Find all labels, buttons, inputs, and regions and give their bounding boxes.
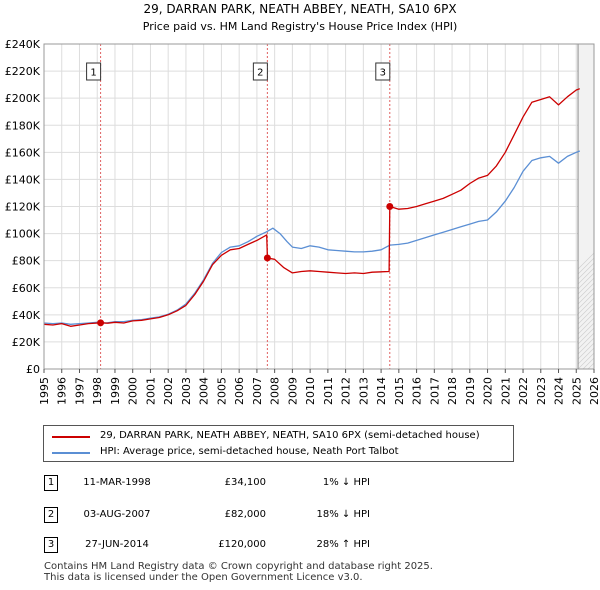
x-tick-label: 2013 [357,377,370,405]
y-tick-label: £220K [5,65,41,78]
x-tick-label: 2004 [198,377,211,405]
x-tick-label: 2009 [286,377,299,405]
future-hatch [578,307,595,325]
future-hatch [578,312,595,330]
transaction-hpi: 18% ↓ HPI [316,509,370,520]
legend-label-property: 29, DARRAN PARK, NEATH ABBEY, NEATH, SA1… [100,430,480,441]
x-axis: 1995 1996 1997 1998 1999 2000 2001 2002 2003 2004… [38,369,600,405]
transaction-date: 03-AUG-2007 [83,509,151,520]
y-axis: £0 £20K £40K £60K £80K £100K £120K £140K £160K £1… [5,38,41,376]
x-tick-label: 2018 [446,377,459,405]
future-hatch [578,302,595,320]
footer-notice: Contains HM Land Registry data © Crown c… [44,561,433,583]
transaction-number: 1 [44,475,58,491]
footer-line-2: This data is licensed under the Open Gov… [44,572,363,583]
x-tick-label: 2014 [375,377,388,405]
y-tick-label: £200K [5,92,41,105]
x-tick-label: 2026 [588,377,600,405]
marker-box-1 [86,62,102,81]
x-tick-label: 2010 [304,377,317,405]
x-tick-label: 2016 [411,377,424,405]
x-tick-label: 1997 [73,377,86,405]
transaction-hpi: 1% ↓ HPI [322,477,370,488]
x-tick-label: 2007 [251,377,264,405]
x-tick-label: 2001 [144,377,157,405]
transaction-date: 27-JUN-2014 [85,539,149,550]
series-lines [43,88,581,327]
y-tick-label: £100K [5,228,41,241]
legend-swatch-property [52,436,90,438]
x-tick-label: 2020 [482,377,495,405]
y-tick-label: £0 [26,363,40,376]
legend: 29, DARRAN PARK, NEATH ABBEY, NEATH, SA1… [43,425,514,462]
sale-point-1 [97,319,105,327]
transaction-price: £34,100 [224,477,266,488]
y-tick-label: £80K [12,255,41,268]
x-tick-label: 1995 [38,377,51,405]
transaction-number: 2 [44,507,58,523]
x-tick-label: 2024 [553,377,566,405]
y-tick-label: £160K [5,146,41,159]
legend-swatch-hpi [52,452,90,454]
x-tick-label: 2015 [393,377,406,405]
x-tick-label: 2005 [215,377,228,405]
y-tick-label: £140K [5,173,41,186]
y-tick-label: £20K [12,336,41,349]
marker-box-3 [375,62,391,81]
chart-title: 29, DARRAN PARK, NEATH ABBEY, NEATH, SA1… [143,2,456,16]
x-tick-label: 2021 [499,377,512,405]
y-tick-label: £120K [5,201,41,214]
transaction-number: 3 [44,537,58,553]
marker-label-1: 1 [90,68,96,79]
transaction-row: 2 03-AUG-2007 £82,000 18% ↓ HPI [0,507,600,527]
y-tick-label: £180K [5,119,41,132]
x-tick-label: 2000 [127,377,140,405]
x-tick-label: 1998 [91,377,104,405]
transaction-price: £120,000 [218,539,266,550]
x-tick-label: 2022 [517,377,530,405]
transaction-price: £82,000 [224,509,266,520]
x-tick-label: 1996 [56,377,69,405]
marker-box-2 [252,62,268,81]
x-tick-label: 2025 [570,377,583,405]
sale-markers: 1 2 3 [86,62,394,327]
future-shade [578,44,594,369]
transaction-date: 11-MAR-1998 [83,477,151,488]
x-tick-label: 2017 [428,377,441,405]
plot-frame [43,43,595,370]
transaction-row: 1 11-MAR-1998 £34,100 1% ↓ HPI [0,475,600,495]
x-tick-label: 1999 [109,377,122,405]
x-tick-label: 2003 [180,377,193,405]
marker-label-3: 3 [380,68,386,79]
x-tick-label: 2012 [340,377,353,405]
legend-label-hpi: HPI: Average price, semi-detached house,… [100,446,399,457]
sale-point-2 [263,254,271,262]
transaction-row: 3 27-JUN-2014 £120,000 28% ↑ HPI [0,537,600,557]
x-tick-label: 2002 [162,377,175,405]
x-tick-label: 2006 [233,377,246,405]
x-tick-label: 2019 [464,377,477,405]
future-region [577,44,595,369]
x-tick-label: 2023 [535,377,548,405]
y-tick-label: £60K [12,282,41,295]
price-chart: 29, DARRAN PARK, NEATH ABBEY, NEATH, SA1… [5,2,600,405]
sale-point-3 [386,203,394,210]
y-tick-label: £40K [12,309,41,322]
x-tick-label: 2008 [269,377,282,405]
property-series-line [43,88,581,327]
chart-subtitle: Price paid vs. HM Land Registry's House … [143,20,458,33]
footer-line-1: Contains HM Land Registry data © Crown c… [44,561,433,572]
transaction-hpi: 28% ↑ HPI [316,539,370,550]
grid [43,43,595,370]
x-tick-label: 2011 [322,377,335,405]
marker-label-2: 2 [257,68,263,79]
y-tick-label: £240K [5,38,41,51]
